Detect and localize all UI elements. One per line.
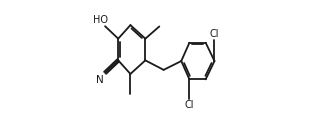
Text: HO: HO	[93, 15, 108, 25]
Text: Cl: Cl	[210, 29, 219, 39]
Text: Cl: Cl	[185, 100, 194, 110]
Text: N: N	[96, 75, 104, 85]
